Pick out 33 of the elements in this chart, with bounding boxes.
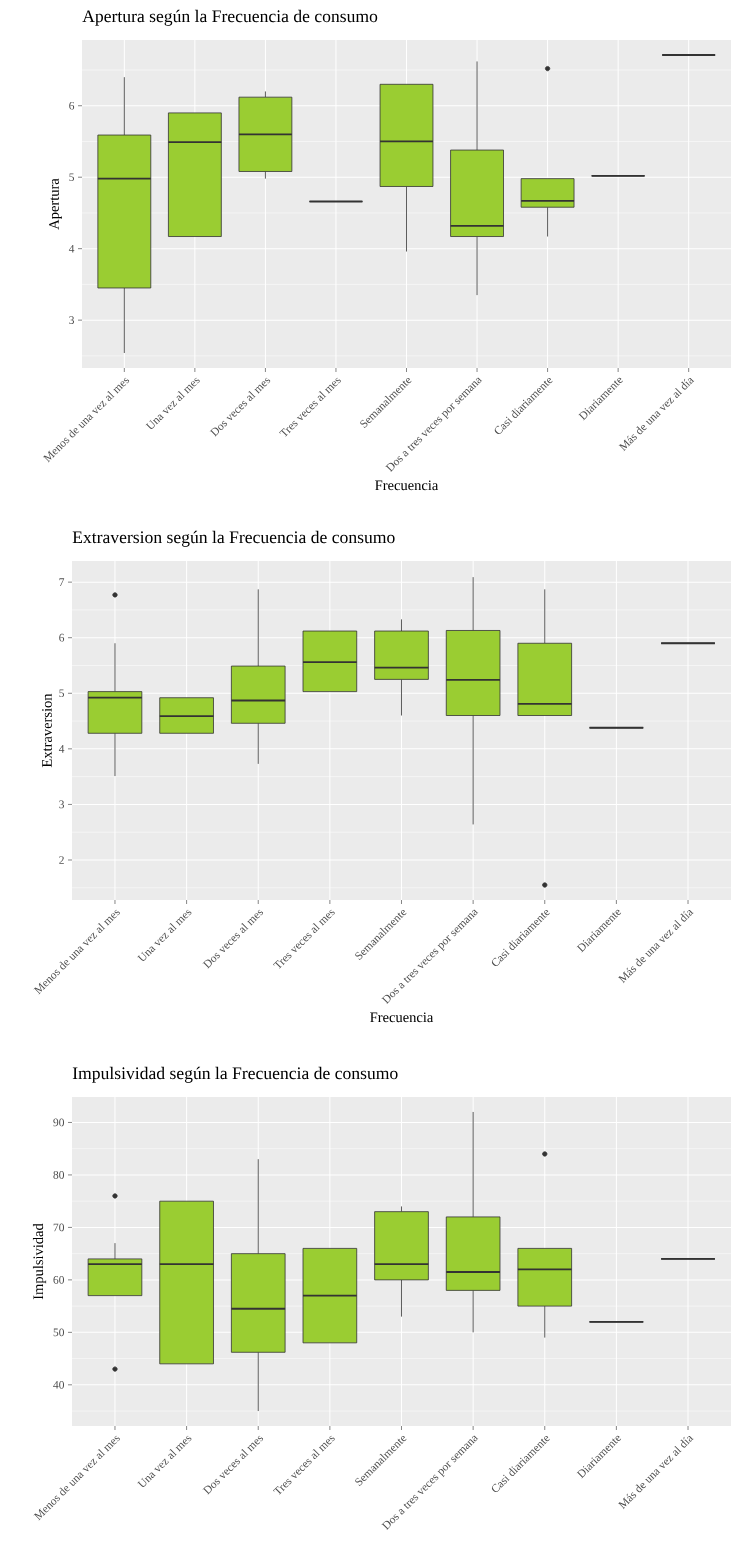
x-axis-title: Frecuencia [370,1012,434,1023]
chart-title: Extraversion según la Frecuencia de consumo [72,530,395,547]
x-tick-label: Dos veces al mes [202,909,264,969]
y-tick-label: 4 [68,244,75,253]
y-tick-label: 6 [59,633,65,642]
y-tick-label: 4 [58,745,65,753]
chart-title: Impulsividad según la Frecuencia de consumo [72,1066,398,1083]
y-tick-label: 5 [59,689,65,698]
y-tick-label: 5 [69,173,75,182]
x-tick-label: Tres veces al mes [279,377,341,437]
y-tick-label: 80 [53,1171,65,1179]
x-tick-label: Dos veces al mes [202,1435,264,1495]
y-tick-label: 70 [53,1223,65,1232]
x-tick-label: Dos veces al mes [209,377,271,437]
y-tick-label: 50 [53,1328,65,1337]
y-tick-label: 90 [53,1118,65,1127]
y-tick-label: 40 [53,1380,65,1389]
y-tick-label: 60 [53,1276,65,1284]
x-tick-label: Una vez al mes [145,377,200,429]
x-axis-title: Frecuencia [375,480,439,491]
y-axis-title: Apertura [49,178,62,230]
x-tick-label: Tres veces al mes [273,1435,335,1495]
y-axis-title: Extraversion [42,693,52,768]
y-tick-label: 3 [69,316,75,324]
y-tick-label: 2 [59,856,64,864]
y-axis-title: Impulsividad [32,1223,47,1300]
chart-title: Apertura según la Frecuencia de consumo [82,9,378,26]
x-tick-label: Una vez al mes [137,909,192,961]
x-tick-label: Una vez al mes [137,1435,192,1487]
x-tick-label: Tres veces al mes [273,909,335,969]
y-tick-label: 7 [59,578,65,586]
y-tick-label: 6 [69,101,75,110]
y-tick-label: 3 [59,800,65,809]
